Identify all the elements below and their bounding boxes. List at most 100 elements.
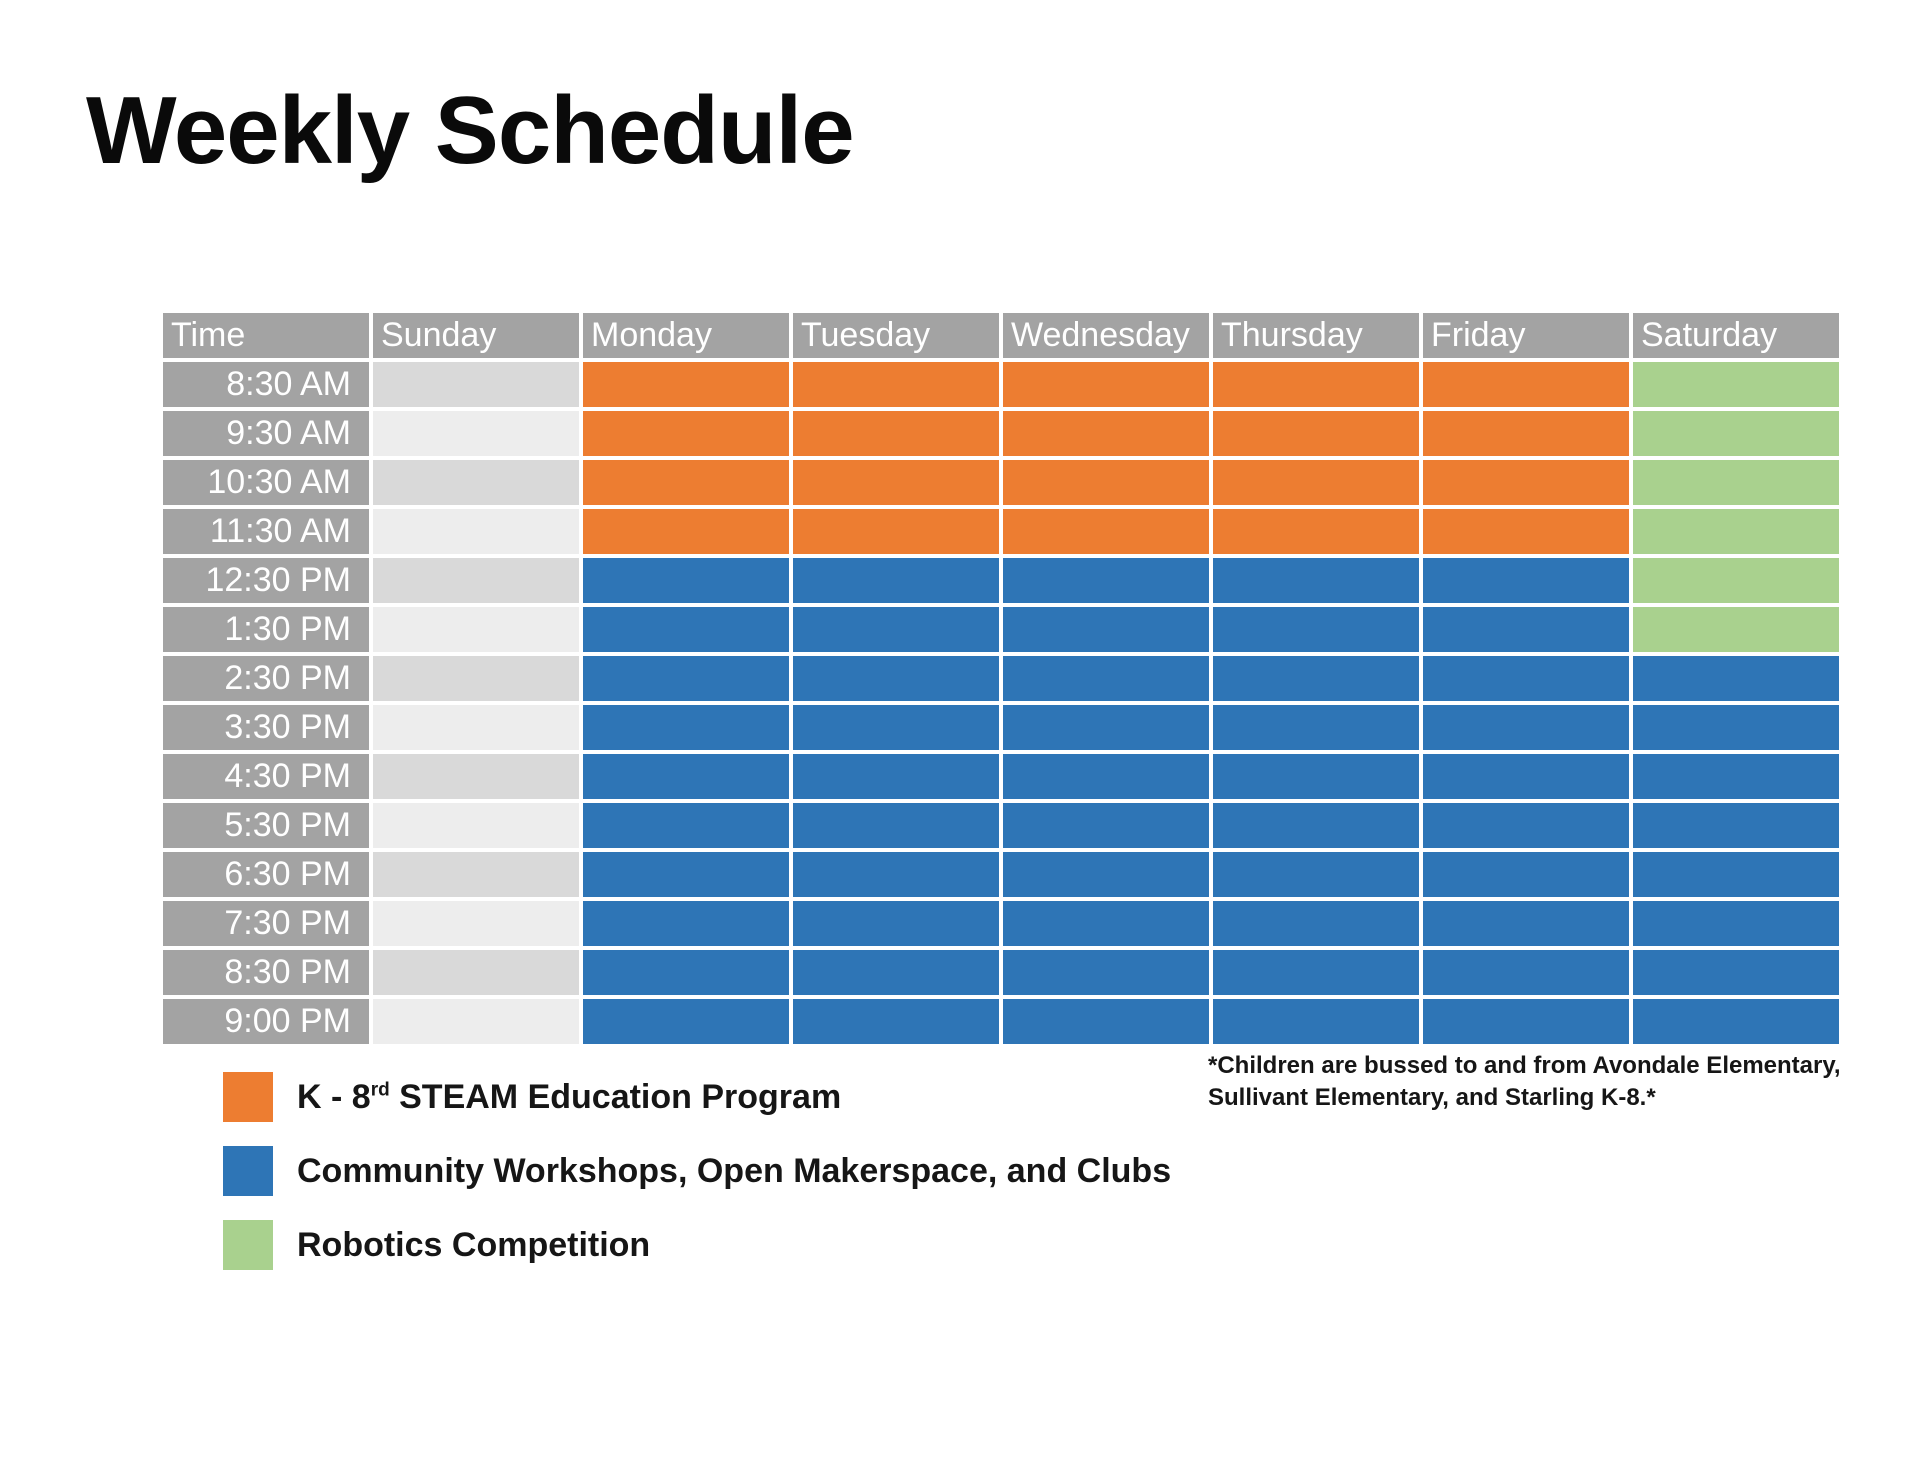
schedule-slot-community xyxy=(1213,754,1419,799)
schedule-slot-steam xyxy=(583,460,789,505)
schedule-slot-closed xyxy=(373,362,579,407)
time-cell: 6:30 PM xyxy=(163,852,369,897)
schedule-slot-community xyxy=(793,999,999,1044)
legend-label-steam-suffix: STEAM Education Program xyxy=(389,1077,842,1116)
schedule-slot-community xyxy=(1213,607,1419,652)
schedule-slot-closed xyxy=(373,999,579,1044)
schedule-slot-community xyxy=(1633,852,1839,897)
time-cell: 3:30 PM xyxy=(163,705,369,750)
time-cell: 8:30 PM xyxy=(163,950,369,995)
schedule-slot-closed xyxy=(373,411,579,456)
header-cell-thursday: Thursday xyxy=(1213,313,1419,358)
legend-item-steam: K - 8rd STEAM Education Program xyxy=(223,1072,1171,1122)
schedule-slot-community xyxy=(793,558,999,603)
schedule-slot-community xyxy=(583,558,789,603)
schedule-slot-community xyxy=(1423,950,1629,995)
time-cell: 12:30 PM xyxy=(163,558,369,603)
header-cell-tuesday: Tuesday xyxy=(793,313,999,358)
time-cell: 1:30 PM xyxy=(163,607,369,652)
schedule-slot-closed xyxy=(373,803,579,848)
schedule-slot-steam xyxy=(1003,411,1209,456)
schedule-slot-closed xyxy=(373,656,579,701)
schedule-slot-community xyxy=(1213,558,1419,603)
time-cell: 2:30 PM xyxy=(163,656,369,701)
schedule-slot-community xyxy=(1423,705,1629,750)
footnote: *Children are bussed to and from Avondal… xyxy=(1208,1052,1841,1111)
schedule-slot-community xyxy=(1633,803,1839,848)
schedule-slot-community xyxy=(1633,950,1839,995)
schedule-slot-steam xyxy=(1213,411,1419,456)
schedule-slot-community xyxy=(1633,901,1839,946)
schedule-slot-community xyxy=(583,656,789,701)
schedule-slot-closed xyxy=(373,509,579,554)
page-title: Weekly Schedule xyxy=(86,77,855,184)
schedule-slot-community xyxy=(793,803,999,848)
schedule-slot-community xyxy=(1003,656,1209,701)
header-cell-friday: Friday xyxy=(1423,313,1629,358)
schedule-slot-steam xyxy=(1423,411,1629,456)
schedule-slot-community xyxy=(793,705,999,750)
schedule-slot-community xyxy=(1633,999,1839,1044)
time-cell: 5:30 PM xyxy=(163,803,369,848)
schedule-slot-steam xyxy=(583,362,789,407)
schedule-slot-community xyxy=(1003,852,1209,897)
schedule-slot-community xyxy=(1003,558,1209,603)
schedule-slot-steam xyxy=(1213,509,1419,554)
time-cell: 10:30 AM xyxy=(163,460,369,505)
schedule-table: Time Sunday Monday Tuesday Wednesday Thursday… xyxy=(163,313,1839,1044)
legend-item-robotics: Robotics Competition xyxy=(223,1220,1171,1270)
schedule-slot-robotics xyxy=(1633,509,1839,554)
schedule-slot-community xyxy=(1003,901,1209,946)
schedule-slot-community xyxy=(1633,754,1839,799)
schedule-slot-community xyxy=(1003,999,1209,1044)
schedule-slot-steam xyxy=(1423,509,1629,554)
header-cell-monday: Monday xyxy=(583,313,789,358)
header-cell-saturday: Saturday xyxy=(1633,313,1839,358)
time-cell: 4:30 PM xyxy=(163,754,369,799)
legend-swatch-robotics xyxy=(223,1220,273,1270)
schedule-slot-closed xyxy=(373,754,579,799)
schedule-slot-robotics xyxy=(1633,607,1839,652)
time-cell: 8:30 AM xyxy=(163,362,369,407)
schedule-slot-community xyxy=(1213,901,1419,946)
legend-label-community: Community Workshops, Open Makerspace, an… xyxy=(297,1151,1172,1190)
schedule-slot-community xyxy=(1423,558,1629,603)
schedule-slot-community xyxy=(1423,754,1629,799)
schedule-slot-robotics xyxy=(1633,362,1839,407)
schedule-slot-robotics xyxy=(1633,411,1839,456)
schedule-slot-community xyxy=(1213,656,1419,701)
schedule-slot-steam xyxy=(1423,362,1629,407)
schedule-slot-steam xyxy=(583,509,789,554)
schedule-slot-community xyxy=(1423,999,1629,1044)
schedule-slot-community xyxy=(583,901,789,946)
schedule-slot-steam xyxy=(793,460,999,505)
schedule-slot-steam xyxy=(1003,460,1209,505)
schedule-slot-steam xyxy=(583,411,789,456)
schedule-slot-closed xyxy=(373,705,579,750)
schedule-slot-community xyxy=(1423,656,1629,701)
legend-item-community: Community Workshops, Open Makerspace, an… xyxy=(223,1146,1171,1196)
schedule-slot-community xyxy=(793,607,999,652)
schedule-slot-community xyxy=(583,803,789,848)
schedule-slot-steam xyxy=(793,509,999,554)
schedule-slot-community xyxy=(1423,607,1629,652)
time-cell: 7:30 PM xyxy=(163,901,369,946)
schedule-slot-community xyxy=(583,705,789,750)
schedule-slot-community xyxy=(583,950,789,995)
schedule-slot-community xyxy=(1213,803,1419,848)
schedule-slot-community xyxy=(1003,950,1209,995)
time-cell: 9:30 AM xyxy=(163,411,369,456)
schedule-slot-community xyxy=(793,656,999,701)
schedule-slot-community xyxy=(583,754,789,799)
header-cell-wednesday: Wednesday xyxy=(1003,313,1209,358)
schedule-slot-steam xyxy=(1003,362,1209,407)
schedule-slot-community xyxy=(583,999,789,1044)
schedule-slot-community xyxy=(1423,852,1629,897)
time-cell: 9:00 PM xyxy=(163,999,369,1044)
schedule-slot-community xyxy=(1213,852,1419,897)
schedule-slot-community xyxy=(793,901,999,946)
schedule-slot-community xyxy=(1213,950,1419,995)
header-cell-time: Time xyxy=(163,313,369,358)
schedule-slot-closed xyxy=(373,607,579,652)
legend: K - 8rd STEAM Education Program Communit… xyxy=(223,1072,1171,1294)
